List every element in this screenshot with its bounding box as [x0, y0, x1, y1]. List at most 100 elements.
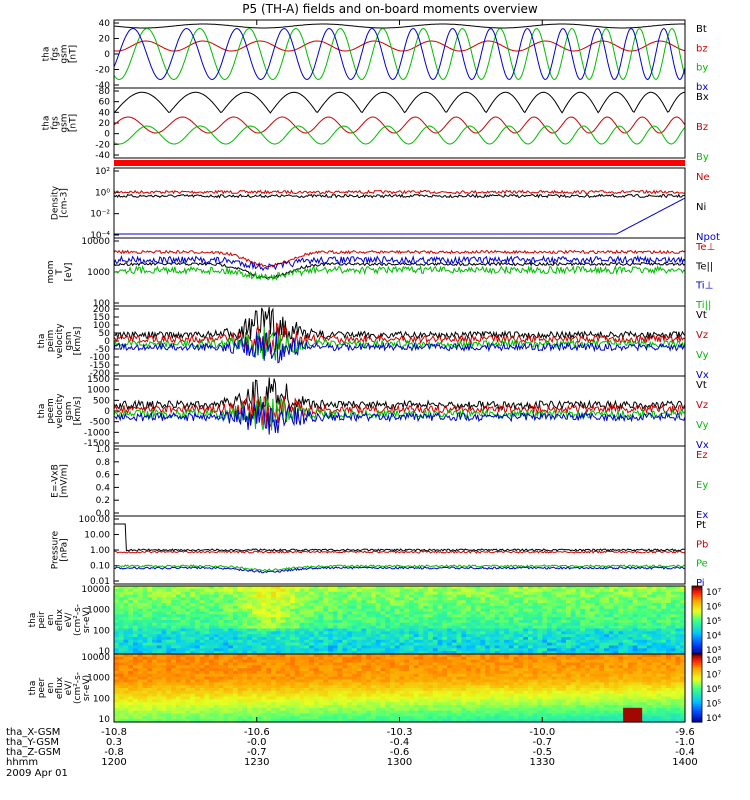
heatmap-cell	[128, 642, 134, 647]
heatmap-cell	[209, 702, 215, 706]
heatmap-cell	[599, 639, 605, 644]
heatmap-cell	[118, 705, 125, 709]
heatmap-cell	[480, 651, 486, 655]
heatmap-cell	[351, 685, 358, 689]
heatmap-cell	[504, 637, 510, 641]
heatmap-cell	[428, 656, 434, 661]
heatmap-cell	[437, 713, 443, 717]
heatmap-cell	[437, 645, 443, 649]
heatmap-cell	[332, 682, 339, 686]
heatmap-cell	[199, 693, 206, 698]
heatmap-cell	[114, 716, 120, 720]
heatmap-cell	[342, 682, 348, 686]
heatmap-cell	[447, 682, 453, 686]
heatmap-cell	[404, 654, 410, 658]
heatmap-cell	[675, 614, 681, 618]
heatmap-cell	[199, 620, 206, 624]
heatmap-cell	[128, 634, 134, 638]
heatmap-cell	[409, 639, 415, 644]
heatmap-cell	[337, 600, 343, 604]
heatmap-cell	[290, 690, 296, 695]
heatmap-cell	[356, 688, 363, 692]
heatmap-cell	[118, 586, 125, 590]
heatmap-cell	[456, 637, 462, 641]
heatmap-cell	[380, 634, 386, 638]
heatmap-cell	[180, 586, 186, 590]
heatmap-cell	[508, 628, 515, 632]
heatmap-cell	[470, 693, 477, 698]
heatmap-cell	[114, 665, 120, 669]
heatmap-cell	[194, 710, 201, 715]
heatmap-cell	[328, 648, 334, 652]
heatmap-cell	[585, 608, 591, 613]
heatmap-cell	[133, 713, 139, 717]
heatmap-cell	[409, 710, 415, 715]
heatmap-cell	[114, 611, 120, 615]
heatmap-cell	[152, 702, 158, 706]
heatmap-cell	[337, 662, 343, 666]
heatmap-cell	[580, 625, 586, 630]
heatmap-cell	[118, 617, 125, 621]
heatmap-cell	[456, 620, 462, 624]
heatmap-cell	[466, 603, 472, 607]
heatmap-cell	[190, 719, 196, 723]
heatmap-cell	[118, 594, 125, 598]
heatmap-cell	[456, 682, 462, 686]
heatmap-cell	[347, 685, 353, 689]
heatmap-cell	[152, 631, 158, 635]
heatmap-cell	[194, 603, 201, 607]
heatmap-cell	[351, 690, 358, 695]
heatmap-cell	[361, 713, 367, 717]
heatmap-cell	[332, 656, 339, 661]
heatmap-cell	[356, 702, 363, 706]
heatmap-cell	[347, 682, 353, 686]
heatmap-cell	[128, 702, 134, 706]
heatmap-cell	[447, 614, 453, 618]
heatmap-cell	[394, 639, 401, 644]
heatmap-cell	[294, 645, 301, 649]
heatmap-cell	[518, 600, 524, 604]
heatmap-cell	[285, 710, 291, 715]
heatmap-cell	[656, 620, 662, 624]
heatmap-cell	[233, 696, 239, 700]
heatmap-cell	[309, 645, 315, 649]
heatmap-cell	[123, 690, 129, 695]
heatmap-cell	[399, 645, 405, 649]
heatmap-cell	[361, 651, 367, 655]
heatmap-cell	[394, 668, 401, 672]
heatmap-cell	[518, 597, 524, 601]
heatmap-cell	[485, 614, 491, 618]
heatmap-cell	[670, 586, 677, 590]
heatmap-cell	[337, 702, 343, 706]
heatmap-cell	[589, 588, 596, 593]
heatmap-cell	[613, 645, 619, 649]
heatmap-cell	[456, 665, 462, 669]
heatmap-cell	[518, 586, 524, 590]
heatmap-cell	[618, 617, 624, 621]
heatmap-cell	[233, 665, 239, 669]
heatmap-cell	[390, 625, 396, 630]
heatmap-cell	[627, 648, 634, 652]
heatmap-cell	[413, 608, 420, 613]
heatmap-cell	[256, 591, 263, 596]
heatmap-cell	[185, 594, 191, 598]
heatmap-cell	[156, 688, 163, 692]
heatmap-cell	[442, 702, 448, 706]
heatmap-cell	[604, 631, 610, 635]
heatmap-cell	[313, 614, 320, 618]
heatmap-cell	[332, 637, 339, 641]
heatmap-cell	[556, 625, 562, 630]
heatmap-cell	[418, 690, 424, 695]
heatmap-cell	[237, 620, 244, 624]
heatmap-cell	[508, 605, 515, 610]
heatmap-cell	[575, 628, 581, 632]
y-tick-label: 1000	[87, 606, 110, 616]
heatmap-cell	[142, 614, 148, 618]
heatmap-cell	[542, 625, 548, 630]
heatmap-cell	[304, 656, 310, 661]
heatmap-cell	[323, 651, 329, 655]
heatmap-cell	[199, 668, 206, 672]
heatmap-cell	[323, 719, 329, 723]
heatmap-cell	[666, 639, 672, 644]
heatmap-cell	[318, 614, 324, 618]
